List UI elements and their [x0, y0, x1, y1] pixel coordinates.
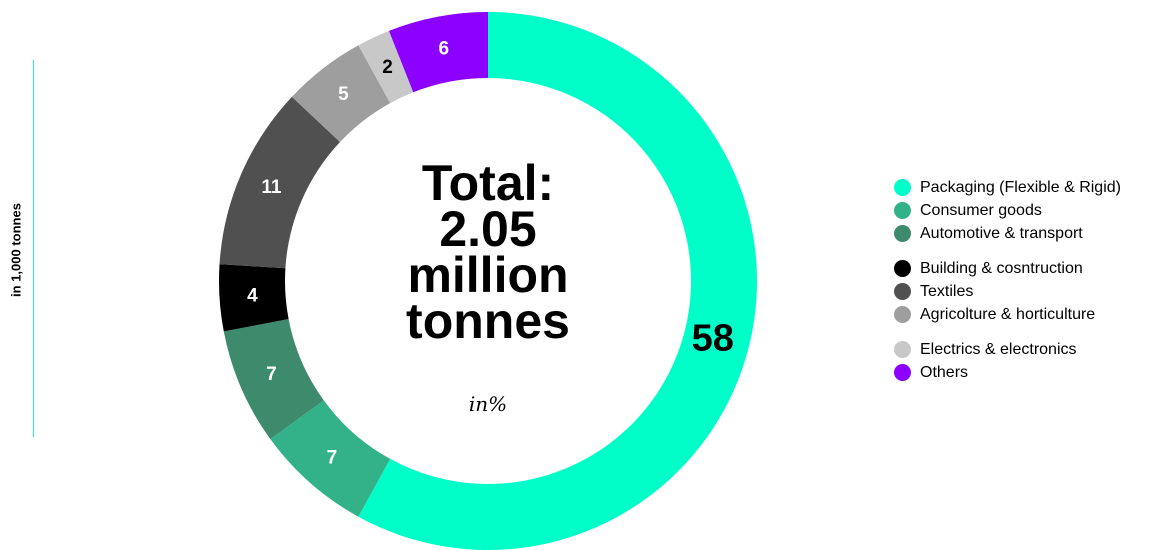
donut-slice	[219, 264, 289, 332]
donut-slice	[358, 12, 758, 550]
center-title-line: tonnes	[406, 293, 570, 349]
legend-swatch	[894, 306, 911, 323]
legend-label: Electrics & electronics	[920, 340, 1077, 358]
legend-item: Automotive & transport	[894, 222, 1121, 245]
legend-label: Consumer goods	[920, 201, 1042, 219]
center-total-title: Total: 2.05 million tonnes	[358, 155, 618, 349]
donut-slice	[223, 319, 324, 440]
slice-value-label: 7	[327, 448, 338, 469]
legend-item: Electrics & electronics	[894, 338, 1121, 361]
legend-label: Automotive & transport	[920, 224, 1083, 242]
legend-item: Building & cosntruction	[894, 257, 1121, 280]
legend-label: Building & cosntruction	[920, 259, 1083, 277]
slice-value-label: 7	[266, 364, 277, 385]
side-rule	[33, 60, 34, 437]
legend-swatch	[894, 341, 911, 358]
legend-group: Electrics & electronics Others	[894, 338, 1121, 384]
legend-group: Building & cosntruction Textiles Agricoltu…	[894, 257, 1121, 326]
donut-slice	[219, 96, 341, 269]
donut-slice	[358, 30, 414, 104]
slice-value-label: 2	[382, 57, 393, 78]
legend-label: Textiles	[920, 282, 974, 300]
slice-value-label: 11	[261, 177, 282, 198]
donut-slice	[291, 45, 391, 143]
slice-value-label: 4	[247, 285, 258, 306]
legend-label: Others	[920, 363, 969, 381]
legend-swatch	[894, 179, 911, 196]
slice-value-label: 5	[338, 84, 349, 105]
legend-item: Packaging (Flexible & Rigid)	[894, 176, 1121, 199]
donut-slice	[270, 400, 391, 517]
legend-item: Agricolture & horticulture	[894, 303, 1121, 326]
center-title-line: 2.05	[439, 201, 537, 257]
legend-group: Packaging (Flexible & Rigid) Consumer goo…	[894, 176, 1121, 245]
legend-swatch	[894, 260, 911, 277]
legend-label: Packaging (Flexible & Rigid)	[920, 178, 1121, 196]
legend-swatch	[894, 225, 911, 242]
legend-swatch	[894, 364, 911, 381]
legend-item: Consumer goods	[894, 199, 1121, 222]
legend-swatch	[894, 283, 911, 300]
center-title-line: million	[407, 247, 569, 303]
legend-item: Others	[894, 361, 1121, 384]
donut-slice	[388, 12, 488, 93]
slice-value-label: 58	[692, 318, 734, 360]
center-title-line: Total:	[421, 155, 555, 211]
legend: Packaging (Flexible & Rigid) Consumer goo…	[894, 176, 1121, 396]
slice-value-label: 6	[438, 39, 449, 60]
legend-label: Agricolture & horticulture	[920, 305, 1096, 323]
center-unit-label: in%	[468, 392, 508, 416]
legend-item: Textiles	[894, 280, 1121, 303]
legend-swatch	[894, 202, 911, 219]
